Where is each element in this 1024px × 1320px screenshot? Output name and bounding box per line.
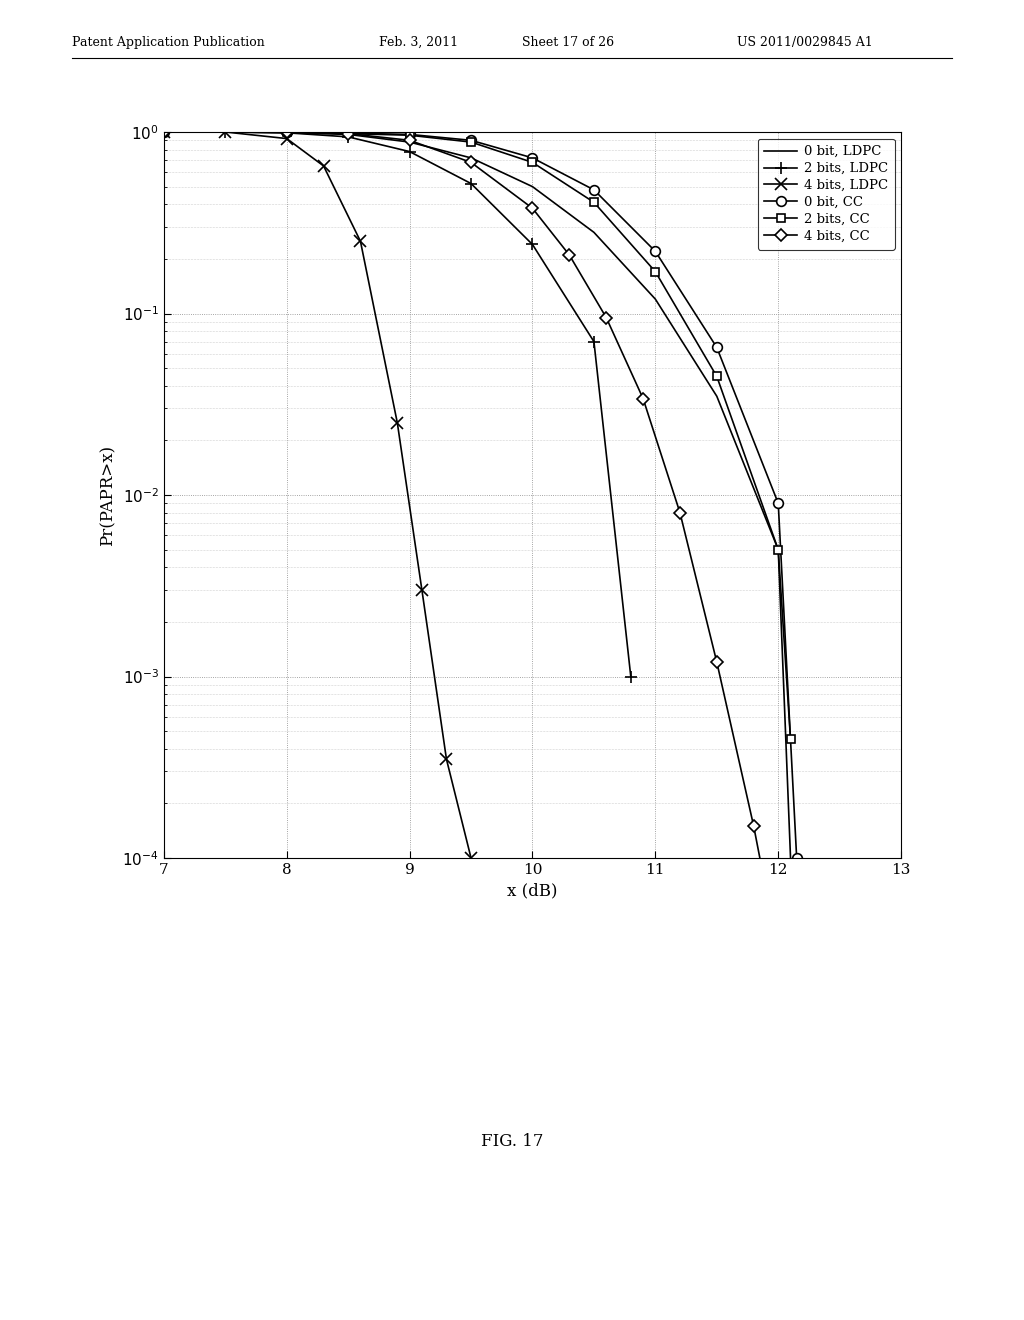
4 bits, CC bbox=[600, 310, 612, 326]
Line: 2 bits, LDPC: 2 bits, LDPC bbox=[158, 125, 637, 682]
4 bits, LDPC bbox=[158, 124, 170, 140]
4 bits, CC bbox=[158, 124, 170, 140]
4 bits, CC bbox=[526, 201, 539, 216]
0 bit, CC bbox=[465, 132, 477, 148]
Text: US 2011/0029845 A1: US 2011/0029845 A1 bbox=[737, 36, 873, 49]
4 bits, LDPC bbox=[354, 234, 367, 249]
4 bits, LDPC bbox=[219, 124, 231, 140]
4 bits, CC bbox=[772, 945, 784, 961]
0 bit, LDPC bbox=[219, 124, 231, 140]
2 bits, CC bbox=[784, 731, 797, 747]
4 bits, LDPC bbox=[281, 131, 293, 147]
0 bit, LDPC bbox=[588, 224, 600, 240]
Legend: 0 bit, LDPC, 2 bits, LDPC, 4 bits, LDPC, 0 bit, CC, 2 bits, CC, 4 bits, CC: 0 bit, LDPC, 2 bits, LDPC, 4 bits, LDPC,… bbox=[758, 139, 895, 249]
4 bits, CC bbox=[281, 124, 293, 140]
X-axis label: x (dB): x (dB) bbox=[507, 882, 558, 899]
4 bits, LDPC bbox=[416, 582, 428, 598]
0 bit, CC bbox=[526, 150, 539, 166]
2 bits, CC bbox=[711, 368, 723, 384]
0 bit, LDPC bbox=[526, 178, 539, 194]
4 bits, CC bbox=[711, 655, 723, 671]
0 bit, CC bbox=[772, 495, 784, 511]
2 bits, CC bbox=[158, 124, 170, 140]
4 bits, CC bbox=[674, 504, 686, 520]
0 bit, CC bbox=[711, 339, 723, 355]
2 bits, CC bbox=[281, 124, 293, 140]
4 bits, LDPC bbox=[391, 414, 403, 430]
Line: 4 bits, LDPC: 4 bits, LDPC bbox=[159, 127, 476, 863]
2 bits, CC bbox=[772, 541, 784, 557]
2 bits, LDPC bbox=[281, 125, 293, 141]
0 bit, LDPC bbox=[772, 541, 784, 557]
0 bit, LDPC bbox=[784, 850, 797, 866]
Text: Feb. 3, 2011: Feb. 3, 2011 bbox=[379, 36, 458, 49]
Text: Sheet 17 of 26: Sheet 17 of 26 bbox=[522, 36, 614, 49]
0 bit, LDPC bbox=[649, 292, 662, 308]
2 bits, LDPC bbox=[219, 124, 231, 140]
4 bits, CC bbox=[637, 391, 649, 407]
0 bit, CC bbox=[158, 124, 170, 140]
2 bits, LDPC bbox=[625, 668, 637, 684]
4 bits, LDPC bbox=[465, 850, 477, 866]
2 bits, CC bbox=[403, 127, 416, 143]
Line: 2 bits, CC: 2 bits, CC bbox=[160, 128, 795, 743]
Text: Patent Application Publication: Patent Application Publication bbox=[72, 36, 264, 49]
0 bit, LDPC bbox=[465, 150, 477, 166]
0 bit, LDPC bbox=[281, 125, 293, 141]
2 bits, CC bbox=[526, 154, 539, 170]
0 bit, CC bbox=[281, 124, 293, 140]
0 bit, LDPC bbox=[158, 124, 170, 140]
0 bit, CC bbox=[649, 243, 662, 259]
2 bits, CC bbox=[465, 135, 477, 150]
2 bits, LDPC bbox=[342, 129, 354, 145]
Line: 0 bit, LDPC: 0 bit, LDPC bbox=[164, 132, 791, 858]
4 bits, CC bbox=[563, 247, 575, 263]
2 bits, LDPC bbox=[526, 236, 539, 252]
4 bits, LDPC bbox=[317, 158, 330, 174]
Line: 0 bit, CC: 0 bit, CC bbox=[159, 127, 802, 863]
2 bits, LDPC bbox=[465, 176, 477, 191]
2 bits, LDPC bbox=[403, 144, 416, 160]
2 bits, CC bbox=[649, 264, 662, 280]
0 bit, CC bbox=[791, 850, 803, 866]
0 bit, LDPC bbox=[711, 388, 723, 404]
Y-axis label: Pr(PAPR>x): Pr(PAPR>x) bbox=[99, 445, 117, 545]
4 bits, CC bbox=[342, 125, 354, 141]
4 bits, CC bbox=[465, 154, 477, 170]
2 bits, CC bbox=[588, 194, 600, 210]
Text: FIG. 17: FIG. 17 bbox=[480, 1134, 544, 1150]
0 bit, LDPC bbox=[403, 135, 416, 150]
2 bits, LDPC bbox=[158, 124, 170, 140]
0 bit, CC bbox=[403, 127, 416, 143]
0 bit, LDPC bbox=[342, 127, 354, 143]
Line: 4 bits, CC: 4 bits, CC bbox=[160, 128, 782, 957]
4 bits, CC bbox=[403, 132, 416, 148]
2 bits, LDPC bbox=[588, 334, 600, 350]
4 bits, CC bbox=[748, 818, 760, 834]
4 bits, LDPC bbox=[440, 751, 453, 767]
0 bit, CC bbox=[588, 182, 600, 198]
